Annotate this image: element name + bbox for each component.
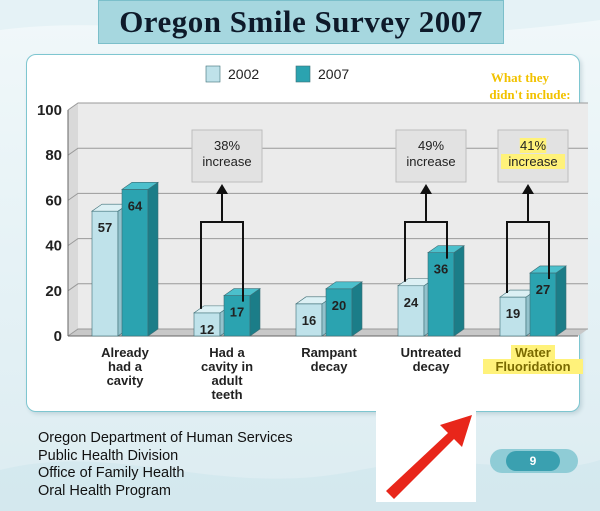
- callout-text: 41%: [520, 138, 546, 153]
- label-highlight: [483, 359, 583, 374]
- x-tick-label: Fluoridation: [495, 359, 570, 374]
- callout-text: increase: [406, 154, 455, 169]
- x-tick-label: decay: [413, 359, 451, 374]
- legend-label: 2007: [318, 66, 349, 82]
- y-tick-label: 0: [54, 328, 62, 345]
- x-tick-label: cavity: [107, 373, 145, 388]
- x-tick-label: teeth: [211, 387, 242, 402]
- org-line: Office of Family Health: [38, 465, 185, 481]
- slide-title: Oregon Smile Survey 2007: [98, 0, 504, 44]
- x-tick-label: Untreated: [401, 345, 462, 360]
- bar-side: [249, 288, 261, 337]
- data-label: 24: [404, 295, 419, 310]
- x-tick-label: adult: [211, 373, 243, 388]
- y-tick-label: 40: [45, 238, 62, 255]
- x-tick-label: Already: [101, 345, 149, 360]
- gridline: [67, 102, 588, 111]
- data-label: 19: [506, 306, 520, 321]
- data-label: 12: [200, 322, 214, 337]
- red-arrow-box: [376, 411, 476, 502]
- x-tick-label: Had a: [209, 345, 245, 360]
- arrow-head: [216, 184, 228, 194]
- bar-side: [555, 265, 567, 337]
- axis-side-wall: [68, 103, 78, 336]
- org-line: Oregon Department of Human Services: [38, 430, 293, 446]
- arrow-head: [522, 184, 534, 194]
- y-tick-label: 20: [45, 283, 62, 300]
- bar-side: [351, 281, 363, 337]
- data-label: 20: [332, 298, 346, 313]
- gridline: [67, 192, 588, 201]
- callout-text: increase: [508, 154, 557, 169]
- x-tick-label: Water: [515, 345, 551, 360]
- bar: [121, 189, 149, 337]
- y-tick-label: 60: [45, 192, 62, 209]
- bar: [397, 285, 425, 337]
- bar: [91, 210, 119, 337]
- data-label: 27: [536, 282, 550, 297]
- callout-box: [191, 129, 263, 183]
- arrow-head: [420, 184, 432, 194]
- annotation-line: didn't include:: [489, 87, 570, 102]
- bar-side: [453, 245, 465, 337]
- y-tick-label: 100: [37, 102, 62, 119]
- bar-top: [325, 281, 363, 290]
- callout-text: 38%: [214, 138, 240, 153]
- bar-side: [147, 181, 159, 337]
- legend-swatch: [205, 65, 221, 83]
- x-tick-label: had a: [108, 359, 143, 374]
- callout-text: increase: [202, 154, 251, 169]
- bar: [427, 252, 455, 337]
- label-highlight: [511, 345, 555, 360]
- x-tick-label: cavity in: [201, 359, 253, 374]
- bar: [223, 295, 251, 337]
- data-label: 64: [128, 198, 143, 213]
- x-tick-label: decay: [311, 359, 349, 374]
- gridline: [67, 238, 588, 247]
- red-arrow-icon: [386, 415, 472, 499]
- callout-box: [395, 129, 467, 183]
- org-line: Public Health Division: [38, 447, 179, 464]
- org-line: Oral Health Program: [38, 482, 171, 499]
- legend-label: 2002: [228, 66, 259, 82]
- annotation-line: What they: [491, 70, 550, 85]
- data-label: 36: [434, 262, 448, 277]
- data-label: 16: [302, 313, 316, 328]
- y-tick-label: 80: [45, 147, 62, 164]
- bar-top: [121, 182, 159, 190]
- x-tick-label: Rampant: [301, 345, 357, 360]
- bar: [295, 303, 323, 337]
- organization-block: Oregon Department of Human Services Publ…: [38, 430, 293, 500]
- page-number: 9: [506, 451, 560, 471]
- data-label: 57: [98, 220, 112, 235]
- callout-highlight: [501, 154, 565, 169]
- callout-highlight: [519, 138, 547, 153]
- legend-swatch: [295, 65, 311, 83]
- data-label: 17: [230, 305, 244, 320]
- callout-text: 49%: [418, 138, 444, 153]
